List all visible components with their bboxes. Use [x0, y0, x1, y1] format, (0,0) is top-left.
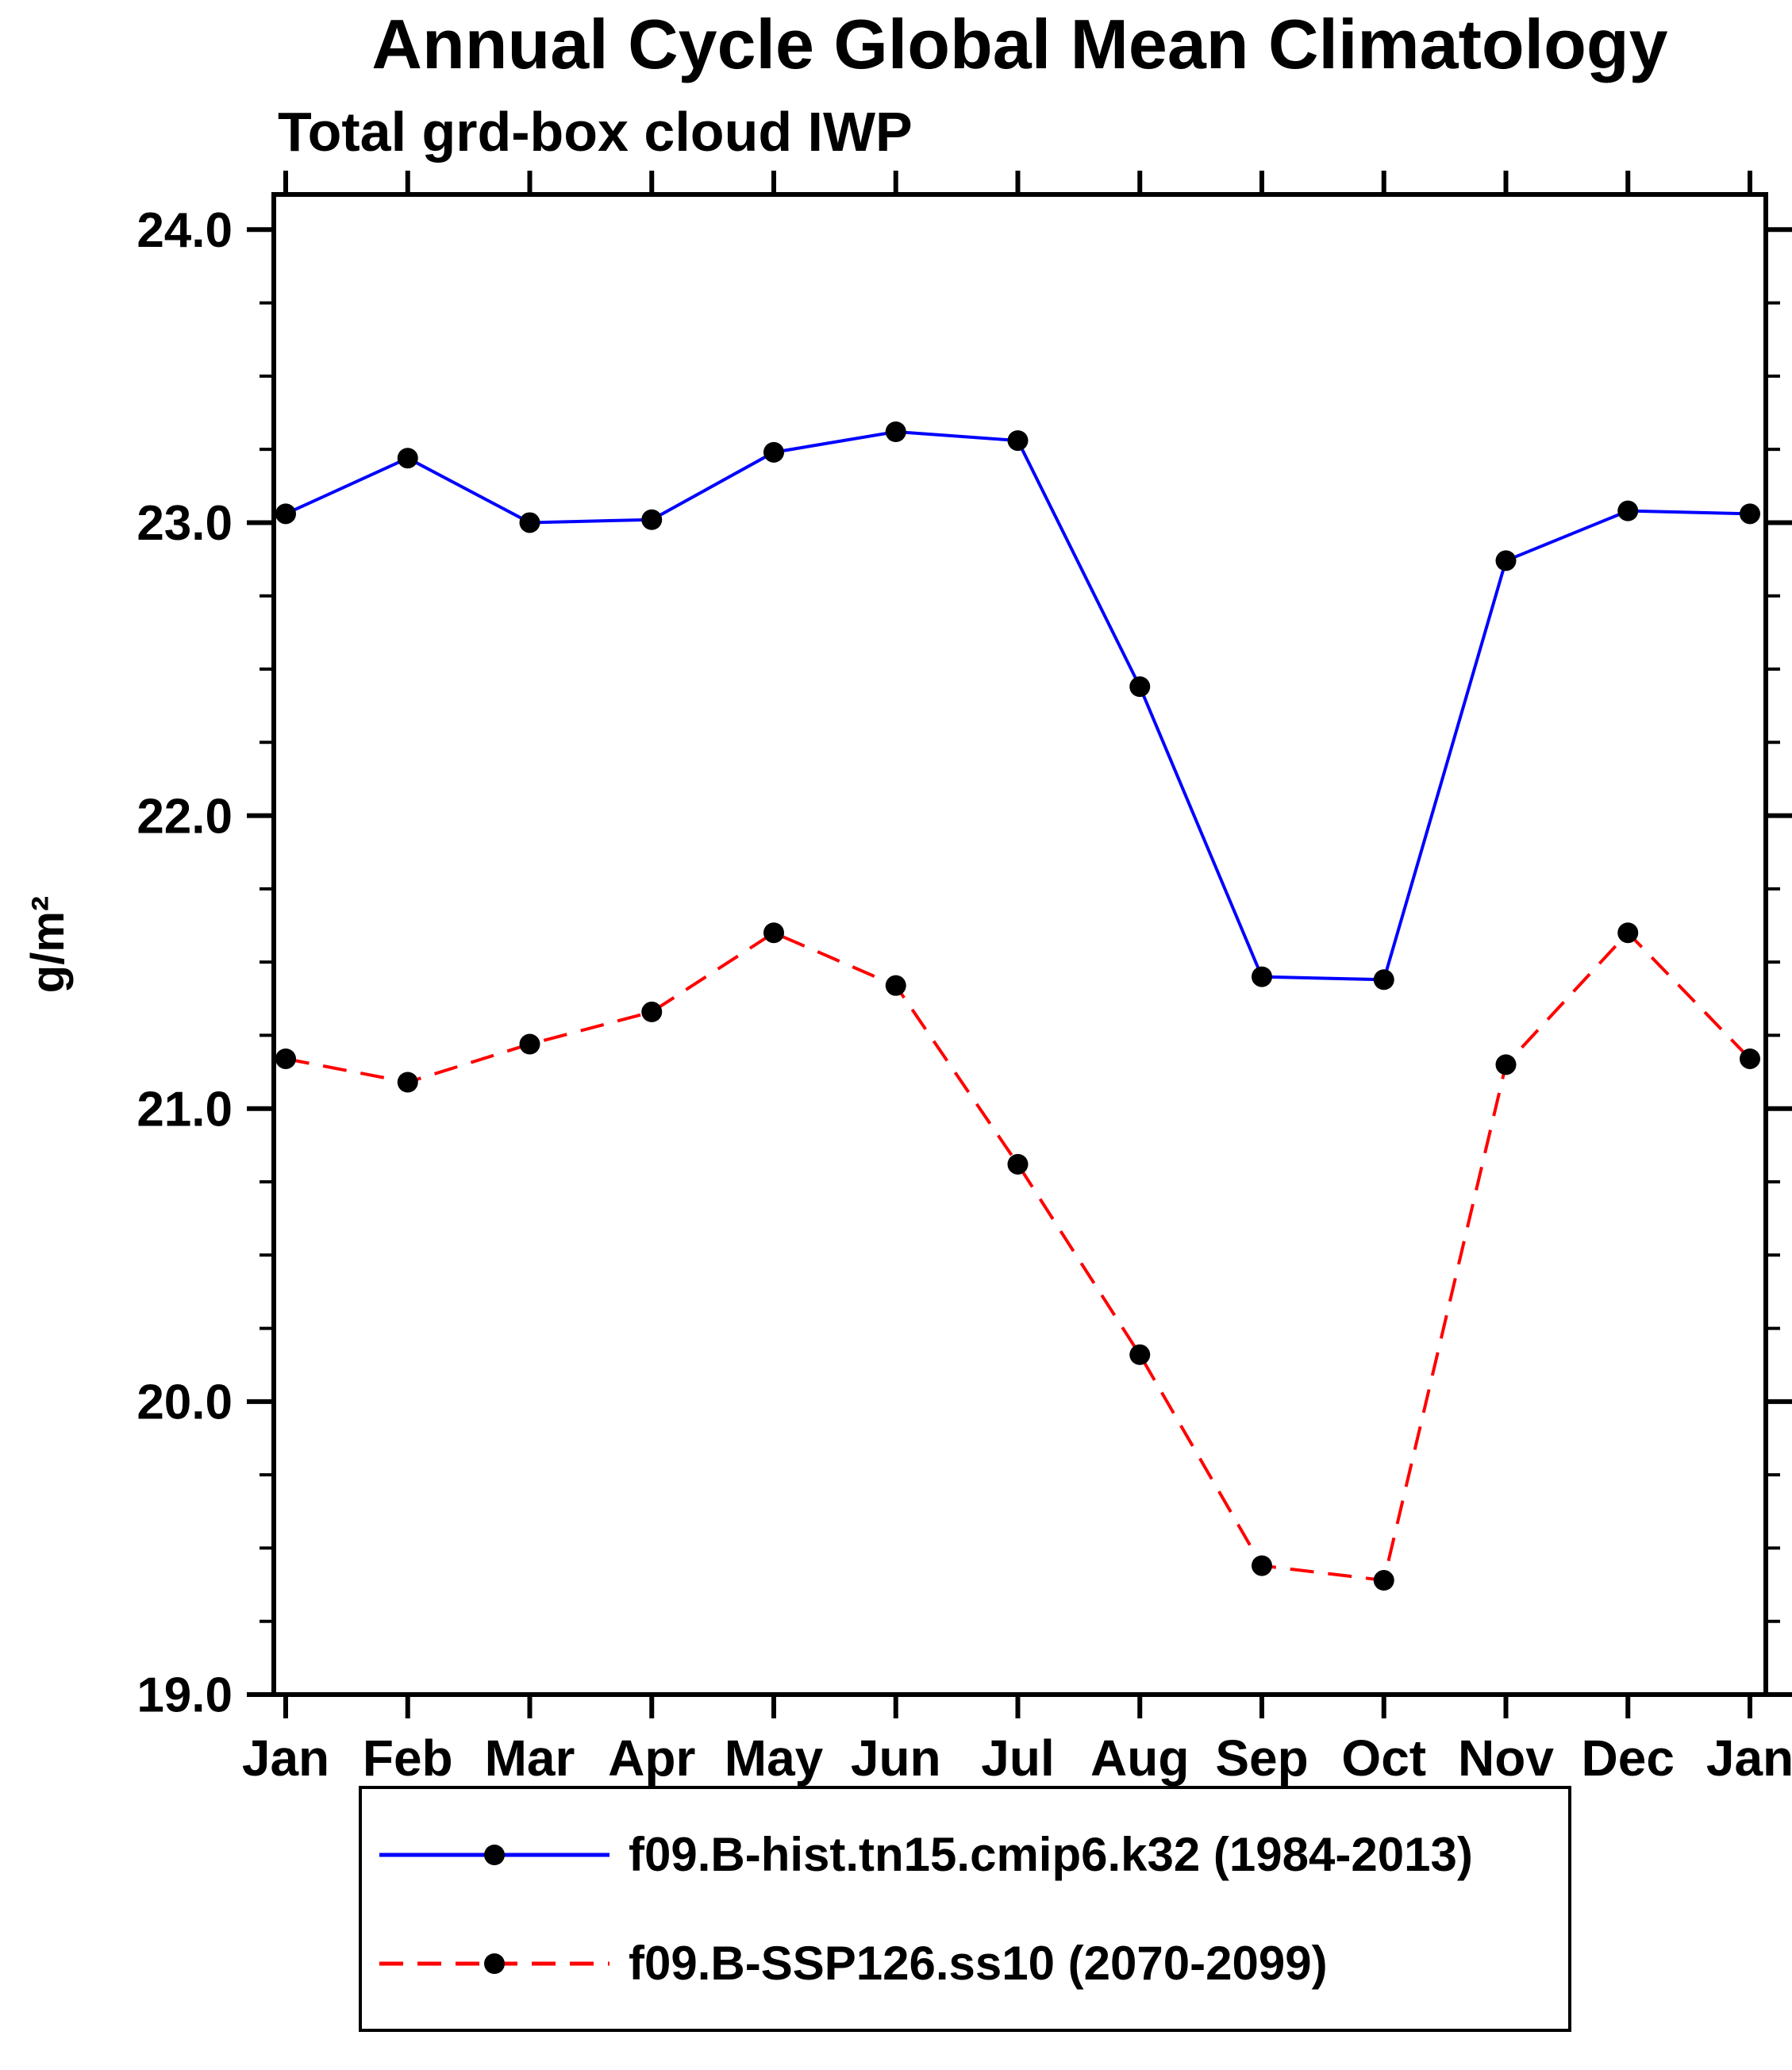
- data-point-marker: [641, 1001, 663, 1022]
- data-point-marker: [397, 1072, 418, 1093]
- legend-label-hist: f09.B-hist.tn15.cmip6.k32 (1984-2013): [629, 1828, 1473, 1881]
- x-tick-label: Apr: [608, 1729, 695, 1787]
- x-tick-label: Oct: [1341, 1729, 1426, 1787]
- data-point-marker: [1129, 1344, 1151, 1365]
- data-point-marker: [397, 448, 418, 469]
- data-point-marker: [885, 421, 906, 443]
- data-point-marker: [1740, 503, 1760, 525]
- plot-frame: [271, 192, 1768, 1697]
- legend-marker-0: [484, 1844, 505, 1865]
- legend-item-ssp126: f09.B-SSP126.ss10 (2070-2099): [379, 1936, 1568, 1991]
- x-tick-label: Mar: [485, 1729, 575, 1787]
- y-tick-label: 23.0: [137, 496, 233, 551]
- data-point-marker: [1617, 922, 1639, 944]
- x-tick-label: May: [725, 1729, 824, 1787]
- legend-line-sample-ssp126: [379, 1953, 610, 1974]
- y-tick-label: 24.0: [137, 203, 233, 258]
- data-point-marker: [1495, 1054, 1517, 1075]
- data-point-marker: [763, 441, 784, 463]
- chart-title: Annual Cycle Global Mean Climatology: [371, 5, 1668, 83]
- x-tick-label: Feb: [363, 1729, 453, 1787]
- x-tick-label: Jun: [851, 1729, 941, 1787]
- data-point-marker: [1495, 550, 1517, 571]
- x-tick-label: Jan: [242, 1729, 329, 1787]
- data-point-marker: [1252, 966, 1272, 987]
- y-tick-label: 20.0: [137, 1376, 233, 1430]
- x-tick-label: Jan: [1706, 1729, 1792, 1787]
- legend: f09.B-hist.tn15.cmip6.k32 (1984-2013) f0…: [359, 1786, 1571, 2032]
- data-point-marker: [275, 1048, 296, 1069]
- legend-marker-1: [484, 1953, 505, 1974]
- x-tick-label: Jul: [981, 1729, 1054, 1787]
- x-tick-label: Nov: [1458, 1729, 1554, 1787]
- legend-line-sample-hist: [379, 1844, 610, 1865]
- data-point-marker: [641, 509, 663, 530]
- data-point-marker: [519, 1033, 540, 1055]
- series-line-1: [285, 930, 1752, 1583]
- y-axis-label: g/m²: [21, 895, 74, 994]
- data-point-marker: [1373, 1570, 1394, 1591]
- x-tick-label: Sep: [1215, 1729, 1308, 1787]
- data-point-marker: [1617, 500, 1639, 521]
- x-tick-label: Aug: [1090, 1729, 1189, 1787]
- y-tick-label: 22.0: [137, 789, 233, 844]
- data-point-marker: [1740, 1048, 1760, 1069]
- y-tick-label: 19.0: [137, 1668, 233, 1723]
- series-line-0: [285, 429, 1751, 982]
- data-point-marker: [1373, 969, 1394, 991]
- data-point-marker: [1007, 430, 1029, 452]
- data-point-marker: [885, 975, 906, 996]
- chart-subtitle: Total grd-box cloud IWP: [278, 101, 913, 163]
- y-tick-label: 21.0: [137, 1082, 233, 1137]
- data-point-marker: [1007, 1153, 1029, 1175]
- x-tick-label: Dec: [1582, 1729, 1675, 1787]
- data-point-marker: [763, 922, 784, 944]
- legend-item-hist: f09.B-hist.tn15.cmip6.k32 (1984-2013): [379, 1827, 1568, 1882]
- data-point-marker: [1252, 1555, 1272, 1576]
- legend-label-ssp126: f09.B-SSP126.ss10 (2070-2099): [629, 1937, 1328, 1990]
- data-point-marker: [275, 503, 296, 525]
- data-point-marker: [1129, 676, 1151, 698]
- data-point-marker: [519, 512, 540, 533]
